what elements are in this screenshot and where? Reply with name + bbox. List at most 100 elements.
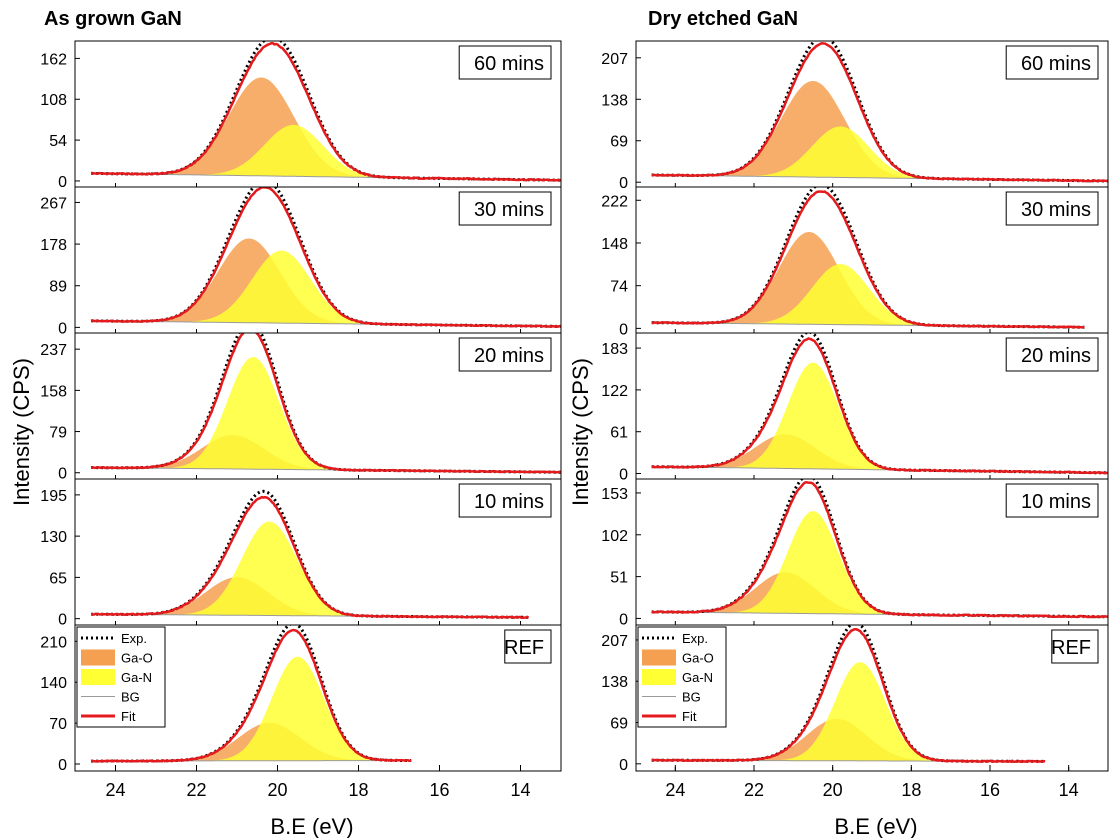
panel-label-box (1005, 337, 1099, 372)
series-ga-n (91, 656, 412, 762)
series-ga-o (651, 81, 1108, 181)
y-tick-label: 207 (601, 51, 628, 68)
panel-label: 60 mins (474, 53, 544, 75)
chart-title: As grown GaN (44, 8, 182, 30)
y-tick-label: 148 (601, 236, 628, 253)
chart-as-grown: As grown GaN Intensity (CPS) B.E (eV) 0 5… (9, 8, 562, 838)
panel-label-box (458, 337, 552, 372)
x-tick-label: 22 (744, 780, 764, 800)
panel-3: 0 65 130 195 10 mins (40, 478, 562, 629)
series-ga-n (91, 250, 561, 327)
panel-frame (74, 624, 562, 772)
panel-label-box (1005, 45, 1099, 80)
series-ga-n (91, 521, 529, 618)
panel-3: 0 51 102 153 10 mins (601, 478, 1109, 628)
panel-label-box (1005, 483, 1099, 518)
y-tick-label: 138 (601, 674, 628, 691)
x-tick-label: 24 (665, 780, 685, 800)
panel-label: 20 mins (1021, 345, 1091, 367)
series-fit (651, 337, 1108, 475)
y-tick-label: 0 (58, 466, 67, 483)
x-tick-label: 18 (901, 780, 921, 800)
legend-swatch (642, 669, 676, 685)
y-tick-label: 158 (40, 383, 67, 400)
y-tick-label: 183 (601, 341, 628, 358)
series-fit (90, 42, 561, 182)
y-tick-label: 0 (58, 174, 67, 191)
series-fit (651, 190, 1085, 329)
panel-label: 60 mins (1021, 53, 1091, 75)
panel-2: 0 79 158 237 20 mins (40, 332, 562, 483)
x-tick-label: 16 (980, 780, 1000, 800)
legend-label: Ga-O (121, 651, 153, 666)
y-tick-label: 0 (619, 467, 628, 484)
y-tick-label: 0 (58, 320, 67, 337)
panel-label-box (504, 629, 552, 664)
y-tick-label: 74 (610, 279, 628, 296)
legend: Exp. Ga-O Ga-N BG Fit (637, 626, 727, 728)
y-tick-label: 69 (610, 134, 628, 151)
series-ga-o (91, 238, 561, 327)
series-fit (651, 42, 1108, 183)
y-tick-label: 0 (58, 612, 67, 629)
series-ga-o (91, 577, 529, 618)
series-fit (90, 333, 561, 474)
y-tick-label: 0 (619, 175, 628, 192)
panel-plot (651, 333, 1108, 475)
chart-title: Dry etched GaN (648, 8, 798, 30)
panel-label-box (458, 483, 552, 518)
y-tick-label: 0 (619, 611, 628, 628)
y-tick-label: 130 (40, 529, 67, 546)
series-fit (90, 628, 412, 763)
x-tick-label: 14 (510, 780, 530, 800)
panel-plot (90, 489, 530, 620)
legend-swatch (81, 669, 115, 685)
panel-1: 0 74 148 222 30 mins (601, 186, 1109, 338)
legend-label: BG (682, 690, 701, 705)
panel-label: 20 mins (474, 345, 544, 367)
x-axis-label: B.E (eV) (270, 814, 353, 838)
y-tick-label: 79 (49, 425, 67, 442)
x-tick-label: 24 (105, 780, 125, 800)
x-tick-label: 20 (823, 780, 843, 800)
panel-label-box (1051, 629, 1099, 664)
legend-swatch (81, 649, 115, 666)
y-tick-label: 102 (601, 528, 628, 545)
panel-plot (90, 625, 412, 763)
y-tick-label: 222 (601, 193, 628, 210)
y-axis-label: Intensity (CPS) (9, 358, 34, 506)
y-axis-label: Intensity (CPS) (568, 358, 593, 506)
panel-plot (90, 187, 561, 329)
series-ga-o (651, 232, 1085, 328)
panel-label: 10 mins (1021, 491, 1091, 513)
legend-label: Ga-O (682, 651, 714, 666)
panel-0: 0 69 138 207 60 mins (601, 40, 1109, 192)
series-fit (90, 187, 561, 329)
y-tick-label: 61 (610, 425, 628, 442)
y-tick-label: 0 (619, 321, 628, 338)
y-tick-label: 207 (601, 633, 628, 650)
y-tick-label: 0 (619, 757, 628, 774)
x-tick-label: 14 (1059, 780, 1079, 800)
y-tick-label: 108 (40, 92, 67, 109)
series-ga-n (91, 357, 561, 473)
series-ga-n (651, 511, 1108, 617)
x-tick-label: 22 (186, 780, 206, 800)
x-tick-label: 16 (429, 780, 449, 800)
legend-label: BG (121, 690, 140, 705)
legend-label: Fit (682, 709, 697, 724)
y-tick-label: 138 (601, 92, 628, 109)
panel-4: 0 70 140 210 REF (40, 624, 562, 774)
panel-frame (635, 624, 1109, 772)
panel-plot (651, 187, 1085, 329)
x-axis-label: B.E (eV) (834, 814, 917, 838)
y-tick-label: 89 (49, 279, 67, 296)
legend-label: Ga-N (682, 670, 713, 685)
x-tick-label: 18 (348, 780, 368, 800)
series-fit (90, 495, 530, 620)
panel-2: 0 61 122 183 20 mins (601, 332, 1109, 484)
panel-plot (651, 625, 1046, 764)
panel-label: REF (1051, 637, 1091, 659)
panel-plot (651, 41, 1108, 183)
